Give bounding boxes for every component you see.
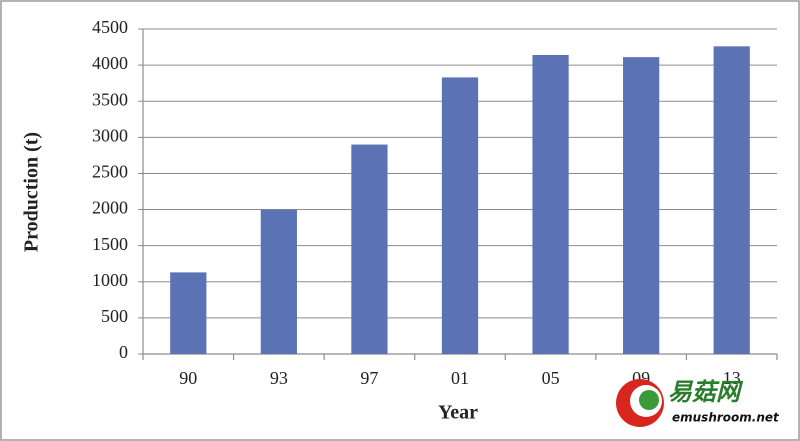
bar	[441, 77, 479, 354]
x-tick-label: 93	[270, 368, 288, 388]
y-tick-label: 4500	[92, 17, 128, 37]
bar	[713, 46, 750, 354]
watermark-url: emushroom.net	[672, 411, 780, 425]
y-tick-label: 3500	[92, 89, 128, 109]
bar	[351, 144, 388, 354]
watermark: 易菇网 emushroom.net	[616, 378, 780, 427]
y-tick-label: 2500	[92, 162, 128, 182]
y-axis-title: Production (t)	[21, 132, 43, 252]
y-tick-label: 3000	[92, 125, 128, 145]
watermark-name: 易菇网	[668, 378, 744, 406]
x-tick-label: 97	[360, 368, 378, 388]
y-tick-label: 1000	[92, 270, 128, 290]
bar	[532, 55, 569, 354]
y-tick-label: 500	[101, 306, 128, 326]
bar	[623, 57, 660, 355]
y-tick-label: 0	[119, 342, 128, 362]
y-tick-label: 4000	[92, 53, 128, 73]
x-tick-label: 05	[542, 368, 560, 388]
x-tick-label: 01	[451, 368, 469, 388]
watermark-logo	[639, 390, 659, 410]
y-tick-label: 2000	[92, 198, 128, 218]
x-axis-title: Year	[438, 402, 478, 424]
bar	[170, 272, 207, 354]
x-tick-label: 90	[179, 368, 197, 388]
bar	[260, 209, 297, 354]
x-tick-label: 13	[723, 368, 741, 388]
y-tick-label: 1500	[92, 234, 128, 254]
